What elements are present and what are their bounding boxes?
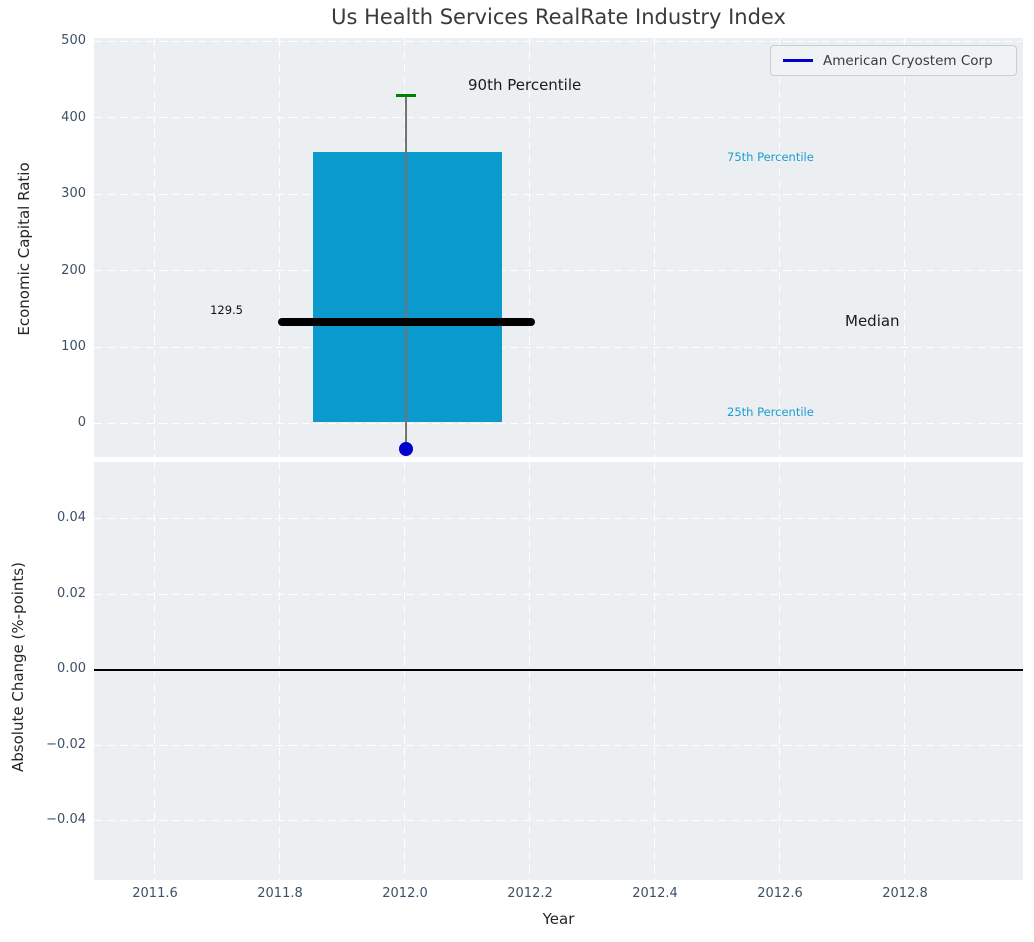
y-tick-label: 100 [61,339,86,354]
y-tick-label: 400 [61,110,86,125]
x-tick-label: 2012.6 [757,886,803,901]
gridline-vertical [154,38,156,457]
annotation-25th-percentile: 25th Percentile [727,405,814,419]
top-plot-area: 90th Percentile 75th Percentile Median 2… [94,38,1023,457]
gridline-horizontal [94,745,1023,747]
whisker-cap-90th-percentile [396,94,416,97]
gridline-vertical [904,462,906,880]
y-tick-label: 500 [61,33,86,48]
gridline-vertical [279,462,281,880]
gridline-horizontal [94,194,1023,196]
top-y-axis-label-text: Economic Capital Ratio [15,162,33,336]
annotation-90th-percentile: 90th Percentile [468,76,582,94]
legend-line-sample [783,59,813,62]
x-axis-label: Year [542,910,575,928]
boxplot-iqr-box [313,152,502,422]
x-tick-label: 2012.8 [882,886,928,901]
y-tick-label: −0.02 [46,737,86,752]
gridline-horizontal [94,270,1023,272]
x-tick-label: 2011.8 [257,886,303,901]
x-tick-label: 2012.2 [507,886,553,901]
gridline-horizontal [94,423,1023,425]
figure-title: Us Health Services RealRate Industry Ind… [331,5,786,29]
whisker-line [405,95,407,449]
annotation-median: Median [845,312,900,330]
gridline-vertical [404,462,406,880]
gridline-horizontal [94,347,1023,349]
gridline-horizontal [94,820,1023,822]
annotation-75th-percentile: 75th Percentile [727,150,814,164]
gridline-vertical [529,462,531,880]
gridline-vertical [654,462,656,880]
y-tick-label: −0.04 [46,812,86,827]
gridline-horizontal [94,518,1023,520]
y-tick-label: 200 [61,263,86,278]
bottom-y-axis-label-text: Absolute Change (%-points) [9,562,27,772]
gridline-horizontal [94,594,1023,596]
gridline-vertical [529,38,531,457]
y-tick-label: 0.02 [57,586,86,601]
y-tick-label: 300 [61,186,86,201]
bottom-plot-area [94,462,1023,880]
gridline-horizontal [94,41,1023,43]
gridline-vertical [904,38,906,457]
gridline-vertical [279,38,281,457]
gridline-vertical [654,38,656,457]
gridline-vertical [779,38,781,457]
x-tick-label: 2012.0 [382,886,428,901]
median-line [278,318,535,326]
y-tick-label: 0.00 [57,661,86,676]
legend: American Cryostem Corp [770,45,1017,76]
x-tick-label: 2012.4 [632,886,678,901]
y-tick-label: 0 [77,415,86,430]
gridline-horizontal [94,117,1023,119]
gridline-vertical [154,462,156,880]
median-value-label: 129.5 [210,303,243,317]
x-tick-label: 2011.6 [132,886,178,901]
zero-reference-line [94,669,1023,671]
company-point-marker [399,442,413,456]
gridline-vertical [779,462,781,880]
y-tick-label: 0.04 [57,510,86,525]
legend-label: American Cryostem Corp [823,52,993,69]
